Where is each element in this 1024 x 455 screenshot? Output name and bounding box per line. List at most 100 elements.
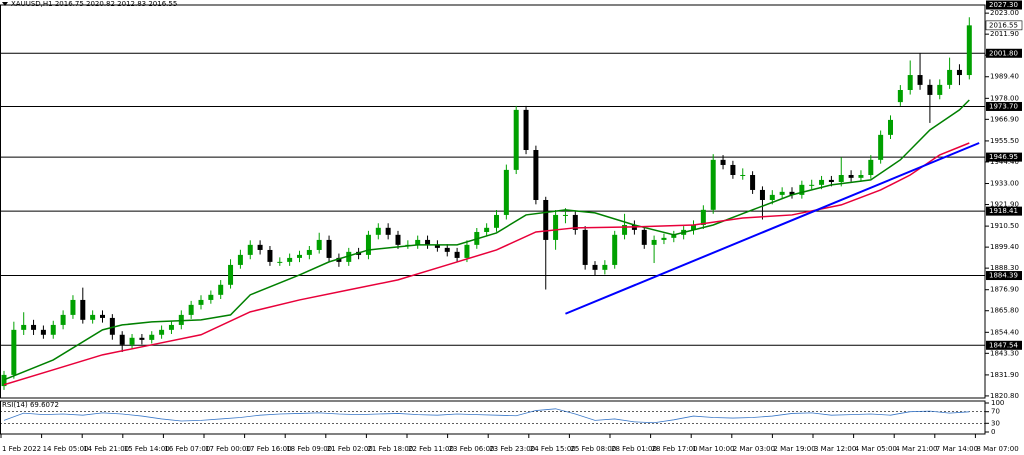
candle-body bbox=[306, 249, 312, 255]
price-line bbox=[3, 142, 970, 386]
candle-body bbox=[848, 174, 854, 178]
y-tick-label: 2023.00 bbox=[990, 9, 1019, 17]
y-tick-label: 1910.50 bbox=[990, 222, 1019, 230]
y-tick-label: 1989.40 bbox=[990, 73, 1019, 81]
candle-body bbox=[277, 261, 283, 263]
candle-body bbox=[80, 299, 86, 320]
candle-body bbox=[947, 69, 953, 85]
x-tick-label: 17 Feb 00:00 bbox=[205, 445, 251, 453]
price-line bbox=[3, 99, 970, 381]
y-tick-label: 1831.90 bbox=[990, 371, 1019, 379]
level-label-box bbox=[986, 101, 1022, 111]
x-tick-label: 22 Feb 11:00 bbox=[408, 445, 454, 453]
x-tick-label: 2 Mar 19:00 bbox=[773, 445, 815, 453]
x-tick-label: 25 Feb 08:00 bbox=[570, 445, 616, 453]
candle-body bbox=[691, 224, 696, 230]
y-tick-label: 1955.50 bbox=[990, 137, 1019, 145]
level-label-box bbox=[986, 48, 1022, 58]
candle-body bbox=[720, 159, 726, 165]
candle-body bbox=[622, 224, 628, 235]
y-tick-label: 1944.40 bbox=[990, 158, 1019, 166]
candle-body bbox=[592, 264, 598, 270]
candle-body bbox=[257, 244, 263, 250]
y-tick-label: 1865.80 bbox=[990, 307, 1019, 315]
candle-body bbox=[415, 239, 421, 245]
x-tick-label: 7 Mar 14:00 bbox=[936, 445, 978, 453]
candle-body bbox=[188, 304, 194, 315]
level-label-box bbox=[986, 206, 1022, 216]
current-price-label: 2016.55 bbox=[989, 21, 1018, 29]
candle-body bbox=[464, 244, 470, 258]
y-tick-label: 1854.40 bbox=[990, 328, 1019, 336]
level-label: 2001.80 bbox=[989, 49, 1018, 57]
candle-body bbox=[572, 214, 578, 230]
level-label: 1918.41 bbox=[989, 207, 1018, 215]
candle-body bbox=[21, 324, 27, 330]
candle-body bbox=[444, 247, 450, 252]
x-tick-label: 15 Feb 14:00 bbox=[124, 445, 170, 453]
candle-body bbox=[50, 324, 56, 335]
candle-body bbox=[40, 329, 46, 335]
candle-body bbox=[868, 159, 874, 175]
candle-body bbox=[700, 209, 706, 225]
candle-body bbox=[109, 317, 115, 335]
candle-body bbox=[553, 214, 559, 240]
candle-body bbox=[740, 174, 746, 176]
candle-body bbox=[60, 314, 66, 325]
candle-body bbox=[523, 109, 529, 151]
candle-body bbox=[218, 284, 224, 295]
candle-body bbox=[316, 239, 322, 250]
candle-body bbox=[769, 194, 775, 200]
x-tick-label: 18 Feb 09:00 bbox=[286, 445, 332, 453]
candle-body bbox=[966, 25, 972, 76]
candle-body bbox=[858, 174, 864, 178]
candle-body bbox=[602, 264, 608, 270]
level-label: 1847.54 bbox=[989, 341, 1018, 349]
x-tick-label: 4 Mar 05:00 bbox=[855, 445, 897, 453]
candle-body bbox=[878, 134, 884, 160]
candle-body bbox=[434, 244, 440, 248]
candle-body bbox=[888, 119, 893, 135]
candle-body bbox=[897, 89, 903, 103]
candle-body bbox=[494, 214, 499, 228]
y-tick-label: 1933.00 bbox=[990, 180, 1019, 188]
candle-body bbox=[779, 191, 785, 195]
x-tick-label: 14 Feb 21:00 bbox=[83, 445, 129, 453]
candle-body bbox=[819, 179, 825, 185]
rsi-tick-label: 0 bbox=[991, 428, 995, 436]
x-tick-label: 21 Feb 18:00 bbox=[367, 445, 413, 453]
candle-body bbox=[759, 189, 765, 200]
y-tick-label: 1888.30 bbox=[990, 264, 1019, 272]
candle-body bbox=[503, 169, 509, 215]
candle-body bbox=[917, 75, 923, 85]
level-label-box bbox=[986, 152, 1022, 162]
candle-body bbox=[375, 227, 381, 235]
candle-body bbox=[513, 109, 519, 170]
candle-body bbox=[267, 249, 273, 262]
candle-body bbox=[828, 179, 834, 183]
candle-body bbox=[661, 237, 667, 240]
candle-body bbox=[1, 374, 7, 387]
candle-body bbox=[730, 164, 736, 175]
candle-body bbox=[838, 174, 844, 183]
rsi-frame bbox=[0, 400, 986, 435]
y-tick-label: 1899.40 bbox=[990, 243, 1019, 251]
candle-body bbox=[799, 184, 805, 195]
candle-body bbox=[297, 254, 302, 258]
level-label: 1973.70 bbox=[989, 102, 1018, 110]
x-tick-label: 28 Feb 01:00 bbox=[611, 445, 657, 453]
candle-body bbox=[129, 337, 135, 345]
candle-body bbox=[159, 329, 165, 335]
candle-body bbox=[247, 244, 253, 255]
candle-body bbox=[533, 150, 539, 200]
y-tick-label: 1921.90 bbox=[990, 201, 1019, 209]
candle-body bbox=[346, 251, 352, 262]
candle-body bbox=[31, 324, 37, 330]
candle-body bbox=[956, 69, 962, 76]
candle-body bbox=[208, 294, 214, 300]
x-tick-label: 14 Feb 05:00 bbox=[43, 445, 89, 453]
x-tick-label: 24 Feb 15:00 bbox=[530, 445, 576, 453]
x-tick-label: 4 Mar 21:00 bbox=[895, 445, 937, 453]
rsi-label: RSI(14) 69.6072 bbox=[2, 401, 59, 409]
candle-body bbox=[562, 214, 568, 216]
